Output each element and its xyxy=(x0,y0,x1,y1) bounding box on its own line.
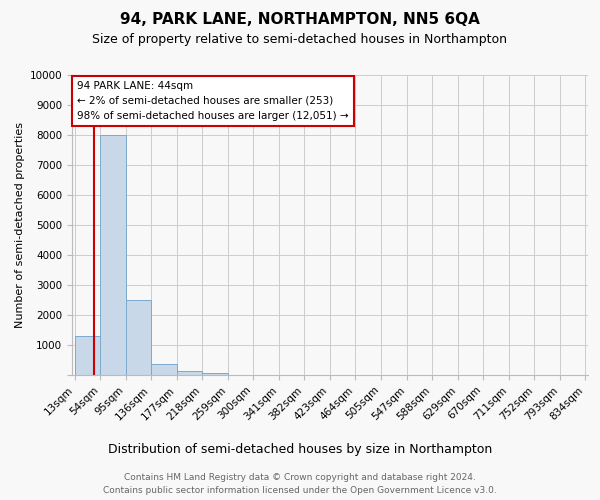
Bar xyxy=(151,364,176,375)
Text: Contains public sector information licensed under the Open Government Licence v3: Contains public sector information licen… xyxy=(103,486,497,495)
Bar xyxy=(176,371,202,375)
Text: Distribution of semi-detached houses by size in Northampton: Distribution of semi-detached houses by … xyxy=(108,442,492,456)
Text: 94 PARK LANE: 44sqm
← 2% of semi-detached houses are smaller (253)
98% of semi-d: 94 PARK LANE: 44sqm ← 2% of semi-detache… xyxy=(77,81,349,120)
Text: Contains HM Land Registry data © Crown copyright and database right 2024.: Contains HM Land Registry data © Crown c… xyxy=(124,472,476,482)
Text: Size of property relative to semi-detached houses in Northampton: Size of property relative to semi-detach… xyxy=(92,32,508,46)
Bar xyxy=(125,300,151,375)
Bar xyxy=(100,135,125,375)
Text: 94, PARK LANE, NORTHAMPTON, NN5 6QA: 94, PARK LANE, NORTHAMPTON, NN5 6QA xyxy=(120,12,480,28)
Bar xyxy=(202,372,227,375)
Y-axis label: Number of semi-detached properties: Number of semi-detached properties xyxy=(16,122,25,328)
Bar xyxy=(74,336,100,375)
